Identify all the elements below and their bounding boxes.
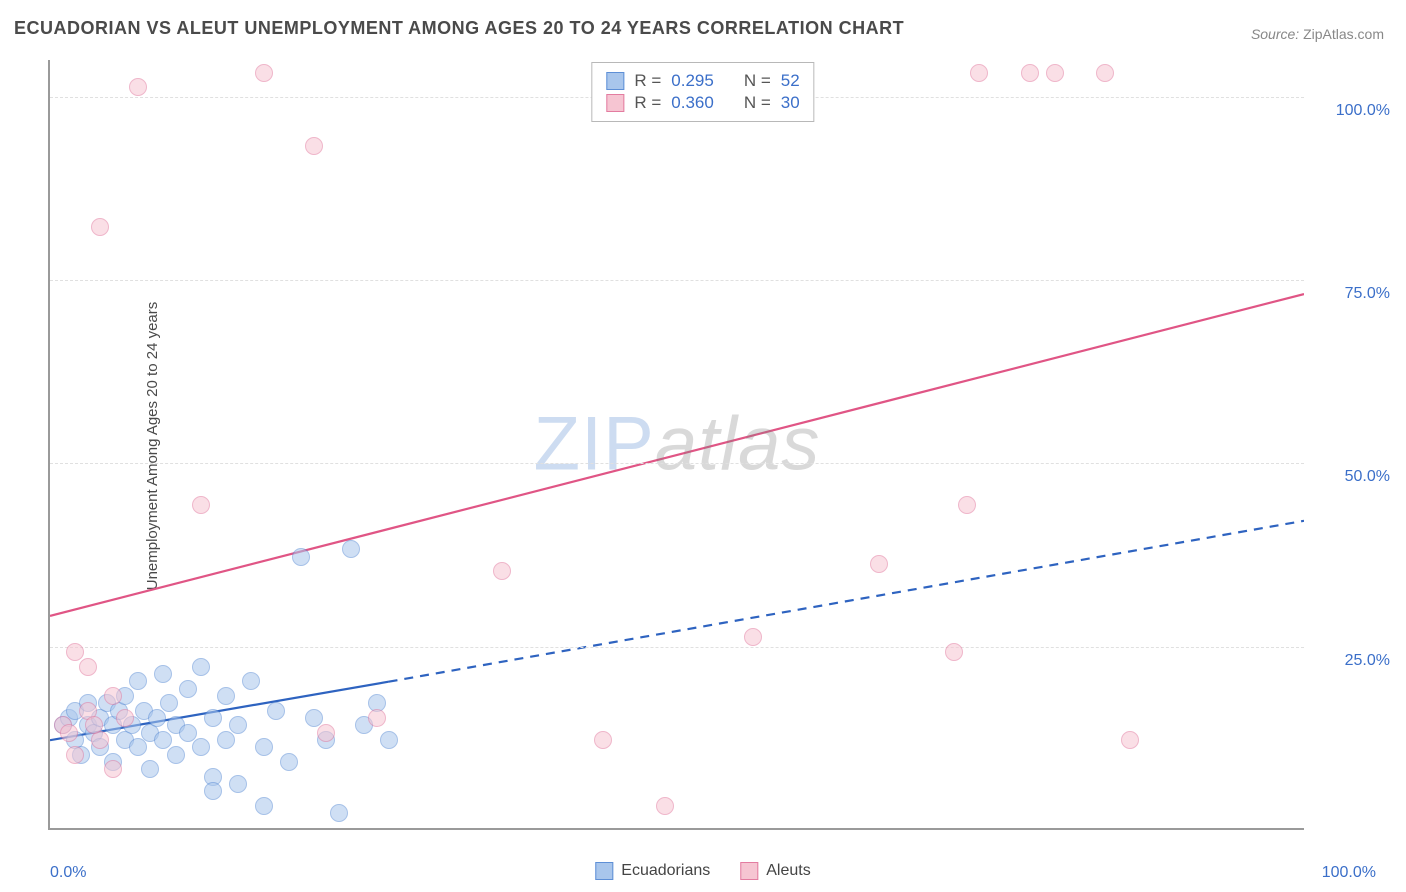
data-point [317, 724, 335, 742]
data-point [167, 746, 185, 764]
y-tick-label: 75.0% [1345, 285, 1390, 303]
gridline [50, 463, 1304, 464]
data-point [292, 548, 310, 566]
data-point [958, 496, 976, 514]
data-point [91, 218, 109, 236]
legend-swatch [606, 72, 624, 90]
data-point [192, 658, 210, 676]
data-point [330, 804, 348, 822]
data-point [305, 137, 323, 155]
legend-n-label: N = [744, 71, 771, 91]
y-tick-label: 25.0% [1345, 652, 1390, 670]
x-tick-max: 100.0% [1322, 864, 1376, 882]
data-point [267, 702, 285, 720]
data-point [79, 658, 97, 676]
data-point [154, 665, 172, 683]
data-point [970, 64, 988, 82]
legend-stats-row: R = 0.360 N = 30 [606, 93, 799, 113]
data-point [85, 716, 103, 734]
legend-series: Ecuadorians Aleuts [587, 862, 818, 880]
legend-n-label: N = [744, 93, 771, 113]
data-point [66, 746, 84, 764]
legend-r-label: R = [634, 93, 661, 113]
watermark-zip: ZIP [534, 402, 655, 487]
data-point [870, 555, 888, 573]
data-point [204, 709, 222, 727]
legend-swatch [595, 862, 613, 880]
data-point [1021, 64, 1039, 82]
data-point [594, 731, 612, 749]
legend-n-value: 52 [781, 71, 800, 91]
data-point [1121, 731, 1139, 749]
data-point [493, 562, 511, 580]
data-point [129, 738, 147, 756]
gridline [50, 647, 1304, 648]
data-point [141, 760, 159, 778]
data-point [368, 709, 386, 727]
data-point [744, 628, 762, 646]
legend-n-value: 30 [781, 93, 800, 113]
chart-title: ECUADORIAN VS ALEUT UNEMPLOYMENT AMONG A… [14, 18, 904, 39]
data-point [192, 738, 210, 756]
y-tick-label: 50.0% [1345, 468, 1390, 486]
data-point [129, 672, 147, 690]
legend-r-label: R = [634, 71, 661, 91]
data-point [66, 643, 84, 661]
data-point [129, 78, 147, 96]
data-point [104, 687, 122, 705]
data-point [160, 694, 178, 712]
source-value: ZipAtlas.com [1303, 26, 1384, 42]
y-tick-label: 100.0% [1336, 102, 1390, 120]
data-point [242, 672, 260, 690]
data-point [104, 760, 122, 778]
legend-series-item: Aleuts [740, 862, 810, 880]
data-point [229, 775, 247, 793]
watermark: ZIPatlas [534, 401, 821, 488]
data-point [179, 680, 197, 698]
data-point [656, 797, 674, 815]
data-point [217, 687, 235, 705]
data-point [280, 753, 298, 771]
data-point [148, 709, 166, 727]
legend-swatch [606, 94, 624, 112]
source-attribution: Source: ZipAtlas.com [1251, 26, 1384, 42]
trendline-solid [50, 294, 1304, 616]
legend-series-item: Ecuadorians [595, 862, 710, 880]
legend-swatch [740, 862, 758, 880]
legend-series-label: Aleuts [766, 862, 810, 880]
data-point [945, 643, 963, 661]
legend-r-value: 0.360 [671, 93, 714, 113]
data-point [204, 782, 222, 800]
legend-stats: R = 0.295 N = 52 R = 0.360 N = 30 [591, 62, 814, 122]
legend-stats-row: R = 0.295 N = 52 [606, 71, 799, 91]
legend-series-label: Ecuadorians [621, 862, 710, 880]
x-tick-min: 0.0% [50, 864, 86, 882]
data-point [305, 709, 323, 727]
watermark-atlas: atlas [655, 402, 821, 487]
data-point [229, 716, 247, 734]
data-point [255, 64, 273, 82]
trendlines-svg [50, 60, 1304, 828]
source-label: Source: [1251, 26, 1299, 42]
scatter-plot-area: ZIPatlas [48, 60, 1304, 830]
data-point [342, 540, 360, 558]
data-point [192, 496, 210, 514]
data-point [154, 731, 172, 749]
data-point [60, 724, 78, 742]
data-point [217, 731, 235, 749]
data-point [1096, 64, 1114, 82]
data-point [255, 738, 273, 756]
legend-r-value: 0.295 [671, 71, 714, 91]
data-point [179, 724, 197, 742]
data-point [380, 731, 398, 749]
gridline [50, 280, 1304, 281]
data-point [116, 709, 134, 727]
data-point [255, 797, 273, 815]
trendline-dashed [389, 521, 1304, 682]
data-point [1046, 64, 1064, 82]
